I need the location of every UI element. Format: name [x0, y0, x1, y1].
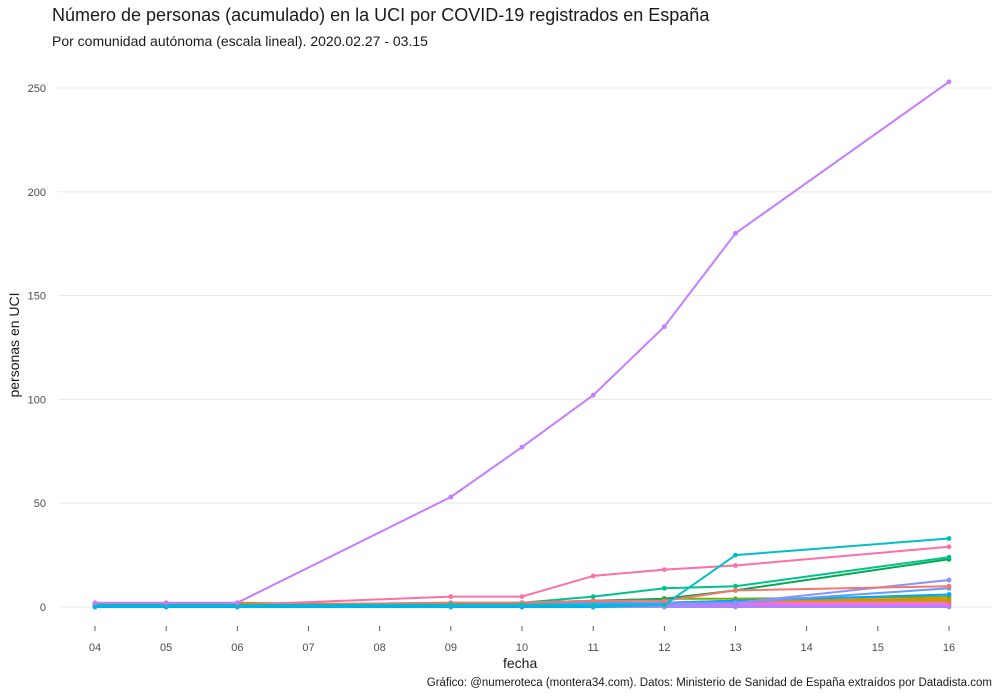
- data-point: [590, 598, 596, 604]
- data-point: [448, 602, 454, 608]
- data-point: [590, 392, 596, 398]
- data-point: [661, 567, 667, 572]
- x-axis-ticks: 04 05 06 07 08 09 10 11 12 13 14 15 16: [89, 626, 955, 654]
- data-point: [519, 594, 525, 599]
- y-tick-label: 100: [28, 394, 46, 406]
- data-point: [661, 598, 667, 604]
- data-point: [448, 494, 454, 500]
- x-tick-label: 10: [516, 642, 528, 654]
- y-axis-ticks: 0 50 100 150 200 250: [28, 83, 46, 614]
- series-lines: [95, 80, 950, 608]
- x-tick-label: 06: [231, 642, 243, 654]
- y-tick-label: 0: [40, 602, 46, 614]
- data-point: [733, 583, 738, 589]
- x-axis-label: fecha: [503, 655, 538, 671]
- data-point: [946, 583, 952, 589]
- data-point: [661, 602, 667, 608]
- x-tick-label: 12: [658, 642, 670, 654]
- data-point: [946, 79, 952, 85]
- chart-subtitle: Por comunidad autónoma (escala lineal). …: [52, 33, 428, 49]
- data-point: [946, 554, 952, 560]
- y-tick-label: 50: [34, 498, 46, 510]
- data-point: [590, 594, 596, 599]
- x-tick-label: 15: [872, 642, 884, 654]
- data-point: [163, 600, 169, 606]
- y-tick-label: 250: [28, 83, 46, 95]
- x-tick-label: 08: [374, 642, 386, 654]
- data-point: [92, 600, 98, 606]
- data-point: [661, 324, 667, 330]
- series-line: [95, 80, 950, 604]
- data-point: [733, 588, 738, 593]
- x-tick-label: 13: [729, 642, 741, 654]
- data-point: [661, 585, 667, 591]
- data-point: [946, 536, 952, 541]
- data-point: [590, 602, 596, 608]
- data-point: [733, 600, 738, 606]
- x-tick-label: 16: [943, 642, 955, 654]
- data-point: [733, 230, 738, 236]
- gridlines: [58, 87, 992, 608]
- x-tick-label: 11: [587, 642, 598, 654]
- chart-caption: Gráfico: @numeroteca (montera34.com). Da…: [426, 677, 992, 689]
- data-point: [590, 573, 596, 579]
- y-tick-label: 200: [28, 187, 46, 199]
- chart-title: Número de personas (acumulado) en la UCI…: [52, 5, 710, 25]
- series-points: [92, 79, 952, 610]
- data-point: [519, 602, 525, 608]
- data-point: [946, 592, 952, 597]
- data-point: [946, 544, 952, 550]
- y-axis-label: personas en UCI: [6, 292, 22, 398]
- x-tick-label: 05: [160, 642, 172, 654]
- data-point: [448, 594, 454, 599]
- data-point: [733, 563, 738, 568]
- x-tick-label: 14: [801, 642, 813, 654]
- x-tick-label: 07: [302, 642, 314, 654]
- x-tick-label: 04: [89, 642, 101, 654]
- x-tick-label: 09: [445, 642, 457, 654]
- data-point: [519, 444, 525, 450]
- data-point: [946, 577, 952, 583]
- y-tick-label: 150: [28, 291, 46, 303]
- data-point: [234, 600, 240, 606]
- data-point: [733, 552, 738, 558]
